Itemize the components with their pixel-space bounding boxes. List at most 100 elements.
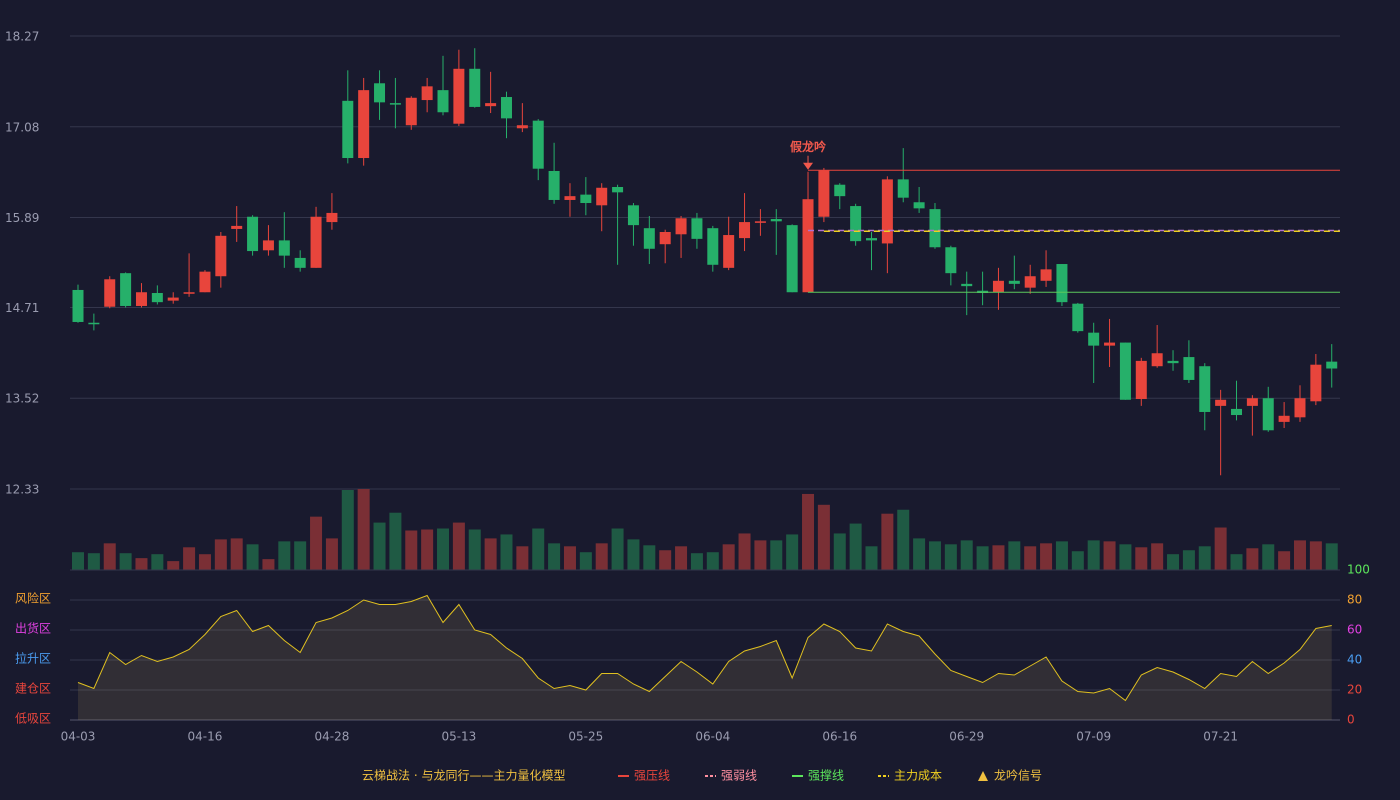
candle-body bbox=[199, 271, 211, 293]
zone-label: 出货区 bbox=[15, 621, 51, 636]
candle-body bbox=[961, 283, 973, 287]
volume-bar bbox=[1167, 554, 1180, 570]
volume-bar bbox=[183, 547, 196, 570]
y-tick-label: 14.71 bbox=[5, 301, 39, 315]
candle-body bbox=[1024, 276, 1036, 288]
volume-bar bbox=[690, 553, 703, 570]
candle-body bbox=[929, 209, 941, 248]
volume-bar bbox=[278, 541, 291, 570]
volume-bar bbox=[389, 512, 402, 570]
volume-bar bbox=[214, 539, 227, 570]
volume-bar bbox=[1198, 546, 1211, 570]
legend-marker bbox=[978, 771, 988, 781]
volume-bar bbox=[294, 541, 307, 570]
candle-body bbox=[802, 199, 814, 293]
x-tick-label: 06-04 bbox=[695, 730, 730, 744]
candle-body bbox=[596, 187, 608, 206]
volume-bar bbox=[103, 543, 116, 570]
candle-body bbox=[834, 184, 846, 197]
volume-bar bbox=[754, 540, 767, 570]
candle-body bbox=[1199, 366, 1211, 412]
candle-body bbox=[310, 216, 322, 268]
volume-bar bbox=[675, 546, 688, 570]
volume-bar bbox=[373, 522, 386, 570]
candle-body bbox=[1215, 399, 1227, 406]
y-tick-label: 17.08 bbox=[5, 120, 39, 134]
candle-body bbox=[1040, 269, 1052, 281]
candle-body bbox=[659, 231, 671, 245]
volume-bar bbox=[405, 530, 418, 570]
x-tick-label: 07-09 bbox=[1076, 730, 1111, 744]
candle-body bbox=[469, 68, 481, 107]
volume-bar bbox=[1214, 527, 1227, 570]
volume-bar bbox=[738, 533, 751, 570]
x-tick-label: 04-03 bbox=[61, 730, 96, 744]
volume-bar bbox=[897, 509, 910, 570]
candle-body bbox=[167, 297, 179, 301]
candle-body bbox=[1326, 361, 1338, 369]
volume-bar bbox=[437, 528, 450, 570]
volume-bar bbox=[230, 538, 243, 570]
volume-bar bbox=[1119, 544, 1132, 570]
candle-body bbox=[1294, 398, 1306, 418]
volume-bar bbox=[167, 561, 180, 570]
signal-label: 假龙吟 bbox=[790, 139, 826, 154]
candle-body bbox=[516, 125, 528, 129]
candle-body bbox=[247, 216, 259, 252]
volume-bar bbox=[1103, 541, 1116, 570]
volume-bar bbox=[500, 534, 513, 570]
volume-bar bbox=[516, 546, 529, 570]
candle-body bbox=[326, 212, 338, 223]
volume-bar bbox=[310, 516, 323, 570]
candle-body bbox=[485, 103, 497, 107]
volume-bar bbox=[87, 553, 100, 570]
candle-body bbox=[881, 179, 893, 244]
candle-body bbox=[88, 322, 100, 325]
candle-body bbox=[500, 97, 512, 119]
zone-label: 低吸区 bbox=[15, 712, 51, 726]
candle-body bbox=[612, 187, 624, 193]
legend-label: 强压线 bbox=[634, 769, 670, 783]
y2-tick-label: 60 bbox=[1347, 623, 1362, 637]
y-tick-label: 15.89 bbox=[5, 211, 39, 225]
candle-body bbox=[691, 218, 703, 239]
volume-bar bbox=[151, 554, 164, 570]
volume-bar bbox=[627, 539, 640, 570]
candle-body bbox=[897, 179, 909, 198]
candle-body bbox=[1008, 280, 1020, 284]
y2-tick-label: 80 bbox=[1347, 593, 1362, 607]
volume-bar bbox=[246, 544, 259, 570]
indicator-area bbox=[78, 595, 1332, 720]
volume-bar bbox=[976, 546, 989, 570]
legend-title: 云梯战法 · 与龙同行——主力量化模型 bbox=[362, 769, 565, 783]
volume-bar bbox=[928, 541, 941, 570]
volume-bar bbox=[722, 544, 735, 570]
volume-bar bbox=[770, 540, 783, 570]
candle-body bbox=[1262, 398, 1274, 431]
candle-body bbox=[770, 219, 782, 222]
y2-tick-label: 100 bbox=[1347, 563, 1370, 577]
legend-label: 龙吟信号 bbox=[994, 768, 1042, 783]
candle-body bbox=[1183, 357, 1195, 380]
candle-body bbox=[1167, 360, 1179, 364]
candle-body bbox=[580, 194, 592, 204]
volume-bar bbox=[452, 522, 465, 570]
candle-body bbox=[850, 206, 862, 242]
x-tick-label: 04-28 bbox=[314, 730, 349, 744]
x-tick-label: 07-21 bbox=[1203, 730, 1238, 744]
y2-tick-label: 40 bbox=[1347, 653, 1362, 667]
volume-bar bbox=[1087, 540, 1100, 570]
volume-bar bbox=[1230, 554, 1243, 570]
candle-body bbox=[72, 289, 84, 322]
volume-bar bbox=[325, 538, 338, 570]
volume-bar bbox=[1008, 541, 1021, 570]
volume-bar bbox=[341, 489, 354, 570]
volume-bar bbox=[802, 493, 815, 570]
volume-bar bbox=[913, 538, 926, 570]
y-tick-label: 13.52 bbox=[5, 392, 39, 406]
volume-bar bbox=[1151, 543, 1164, 570]
candle-body bbox=[1072, 303, 1084, 332]
candle-body bbox=[1056, 264, 1068, 303]
legend-label: 主力成本 bbox=[894, 769, 942, 783]
